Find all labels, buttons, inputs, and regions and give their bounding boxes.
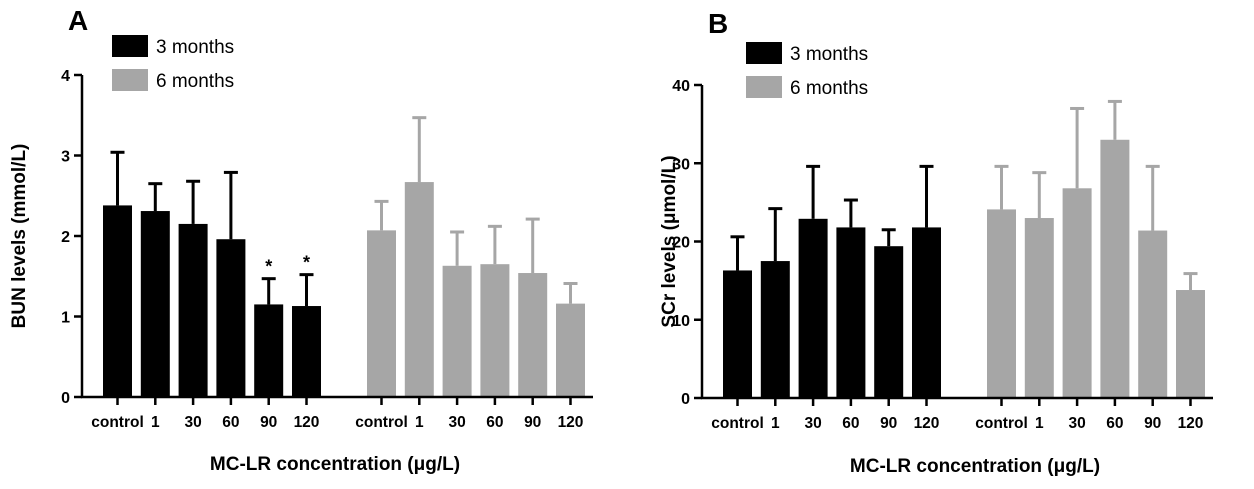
- pA-category-label-s1-5: 120: [558, 414, 584, 431]
- pB-bar-s0-4: [874, 246, 904, 398]
- pA-category-label-s1-0: control: [355, 414, 408, 431]
- pA-legend-label-0: 3 months: [156, 37, 234, 58]
- pB-category-label-s1-1: 1: [1035, 415, 1044, 432]
- pA-bar-s1-1: [404, 182, 434, 397]
- pB-bar-s1-1: [1024, 218, 1054, 398]
- pA-legend-swatch-1: [112, 69, 148, 91]
- pA-bar-s0-1: [140, 211, 170, 397]
- pB-category-label-s1-2: 30: [1068, 415, 1085, 432]
- pA-bar-s1-4: [518, 273, 548, 397]
- pB-bar-s0-2: [798, 218, 828, 398]
- pA-category-label-s1-3: 60: [486, 414, 503, 431]
- pA-bar-s1-0: [367, 230, 396, 397]
- pA-x-axis-title: MC-LR concentration (μg/L): [210, 454, 460, 475]
- pB-bar-s0-3: [836, 227, 866, 398]
- pB-category-label-s0-2: 30: [804, 415, 821, 432]
- pB-y-tick-label-3: 30: [672, 156, 690, 173]
- pB-category-label-s1-4: 90: [1144, 415, 1161, 432]
- pB-bar-s1-0: [987, 209, 1016, 398]
- pB-legend-swatch-1: [746, 76, 782, 98]
- pB-y-tick-label-0: 0: [681, 391, 690, 408]
- pA-significance-mark-s0-4: *: [265, 257, 272, 277]
- pB-category-label-s0-3: 60: [842, 415, 859, 432]
- pA-category-label-s1-4: 90: [524, 414, 541, 431]
- pA-y-axis-title: BUN levels (mmol/L): [9, 144, 30, 329]
- pB-bar-s1-2: [1062, 188, 1092, 398]
- pA-y-tick-label-1: 1: [61, 310, 70, 327]
- pB-bar-s1-3: [1100, 139, 1130, 398]
- pA-bar-s1-5: [556, 303, 585, 397]
- pA-category-label-s0-3: 60: [222, 414, 239, 431]
- pA-y-tick-label-3: 3: [61, 149, 70, 166]
- pB-legend-swatch-0: [746, 42, 782, 64]
- pB-category-label-s1-5: 120: [1178, 415, 1204, 432]
- pA-significance-mark-s0-5: *: [303, 253, 310, 273]
- pA-category-label-s1-2: 30: [448, 414, 465, 431]
- pA-category-label-s0-2: 30: [184, 414, 201, 431]
- pB-y-axis-title: SCr levels (μmol/L): [659, 155, 680, 327]
- pB-category-label-s0-0: control: [711, 415, 764, 432]
- pA-category-label-s0-1: 1: [151, 414, 160, 431]
- pB-category-label-s0-1: 1: [771, 415, 780, 432]
- pB-x-axis-title: MC-LR concentration (μg/L): [850, 456, 1100, 477]
- pA-bar-s0-5: [292, 306, 321, 397]
- pB-category-label-s1-0: control: [975, 415, 1028, 432]
- pA-bar-s0-4: [254, 304, 284, 397]
- pB-bar-s0-5: [912, 227, 941, 398]
- pB-bar-s0-0: [723, 270, 752, 398]
- pB-category-label-s0-5: 120: [914, 415, 940, 432]
- pB-y-tick-label-2: 20: [672, 235, 690, 252]
- pB-bar-s0-1: [760, 261, 790, 398]
- pA-y-tick-label-4: 4: [61, 68, 70, 85]
- pA-bar-s0-0: [103, 205, 132, 397]
- pA-category-label-s0-0: control: [91, 414, 144, 431]
- pA-bar-s0-3: [216, 239, 246, 397]
- pA-y-tick-label-2: 2: [61, 229, 70, 246]
- pA-bar-s1-2: [442, 265, 472, 397]
- pA-bar-s1-3: [480, 264, 510, 397]
- pB-y-tick-label-1: 10: [672, 313, 690, 330]
- pA-bar-s0-2: [178, 223, 208, 397]
- pA-category-label-s0-4: 90: [260, 414, 277, 431]
- pA-panel-label: A: [68, 5, 88, 36]
- pA-category-label-s1-1: 1: [415, 414, 424, 431]
- pB-legend-label-0: 3 months: [790, 44, 868, 65]
- pB-category-label-s0-4: 90: [880, 415, 897, 432]
- pA-category-label-s0-5: 120: [294, 414, 320, 431]
- pA-legend-label-1: 6 months: [156, 71, 234, 92]
- pB-panel-label: B: [708, 8, 728, 39]
- pB-category-label-s1-3: 60: [1106, 415, 1123, 432]
- pB-legend-label-1: 6 months: [790, 78, 868, 99]
- pA-y-tick-label-0: 0: [61, 390, 70, 407]
- pA-legend-swatch-0: [112, 35, 148, 57]
- pB-bar-s1-4: [1138, 230, 1168, 398]
- pB-y-tick-label-4: 40: [672, 78, 690, 95]
- pB-bar-s1-5: [1176, 290, 1205, 398]
